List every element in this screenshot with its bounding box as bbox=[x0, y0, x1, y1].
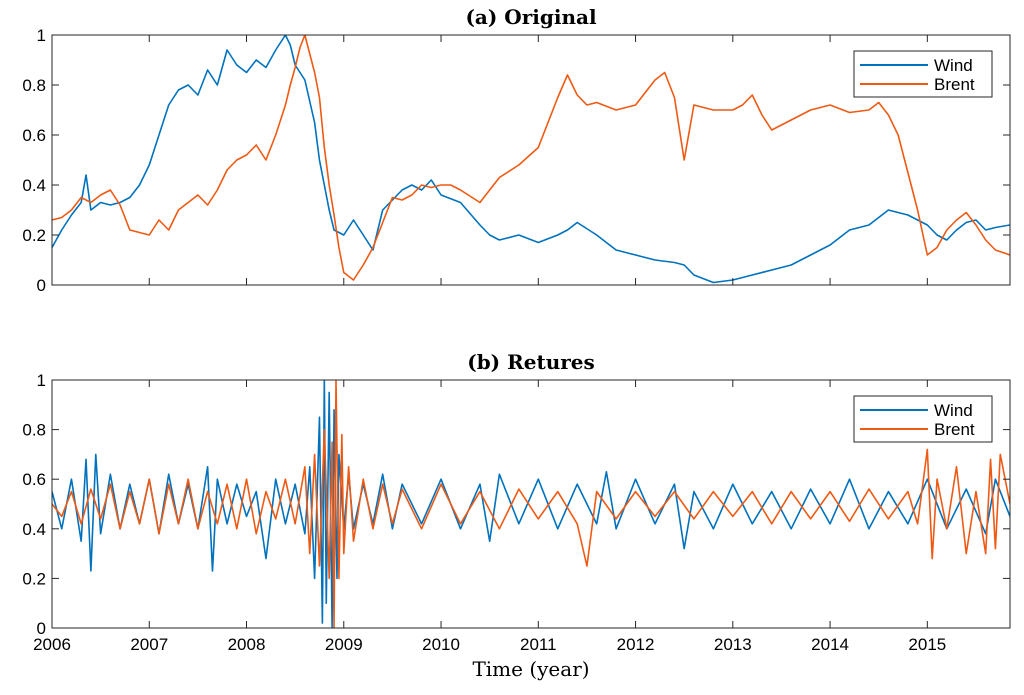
y-tick-label: 0.6 bbox=[22, 126, 46, 145]
x-tick-label: 2011 bbox=[520, 635, 557, 654]
legend-box bbox=[853, 395, 993, 443]
series-line-wind bbox=[52, 35, 1010, 284]
x-tick-label: 2012 bbox=[617, 635, 655, 654]
legend-label-wind: Wind bbox=[934, 401, 973, 420]
series-line-brent bbox=[52, 35, 1010, 281]
axes-box bbox=[51, 379, 1011, 629]
y-tick-label: 0 bbox=[37, 276, 46, 295]
y-tick-label: 1 bbox=[37, 371, 46, 390]
legend-label-brent: Brent bbox=[934, 75, 975, 94]
x-axis-label: Time (year) bbox=[472, 657, 589, 681]
legend-box bbox=[853, 50, 993, 98]
panel-returns: (b) Retures 0 0.2 0.4 0.6 0.8 1 2006 2007 2008 200… bbox=[22, 350, 1011, 681]
series-group bbox=[52, 380, 1010, 628]
x-tick-label: 2010 bbox=[422, 635, 460, 654]
axes-box bbox=[51, 34, 1011, 286]
y-tick-label: 0.8 bbox=[22, 76, 46, 95]
series-line-brent bbox=[52, 380, 1010, 628]
legend-label-brent: Brent bbox=[934, 420, 975, 439]
x-tick-label: 2014 bbox=[811, 635, 849, 654]
y-tick-label: 0.8 bbox=[22, 421, 46, 440]
y-tick-label: 0 bbox=[37, 619, 46, 638]
series-group bbox=[52, 35, 1010, 284]
x-tick-label: 2006 bbox=[33, 635, 71, 654]
y-tick-label: 0.6 bbox=[22, 470, 46, 489]
chart-title: (b) Retures bbox=[467, 350, 595, 374]
y-tick-label: 0.4 bbox=[22, 176, 46, 195]
x-tick-label: 2007 bbox=[130, 635, 168, 654]
y-tick-label: 0.2 bbox=[22, 569, 46, 588]
x-tick-label: 2009 bbox=[325, 635, 363, 654]
y-tick-label: 0.4 bbox=[22, 520, 46, 539]
x-tick-label: 2013 bbox=[714, 635, 752, 654]
x-tick-label: 2008 bbox=[228, 635, 266, 654]
y-tick-label: 1 bbox=[37, 26, 46, 45]
chart-title: (a) Original bbox=[465, 5, 596, 29]
x-tick-label: 2015 bbox=[908, 635, 946, 654]
legend-label-wind: Wind bbox=[934, 56, 973, 75]
y-tick-label: 0.2 bbox=[22, 226, 46, 245]
